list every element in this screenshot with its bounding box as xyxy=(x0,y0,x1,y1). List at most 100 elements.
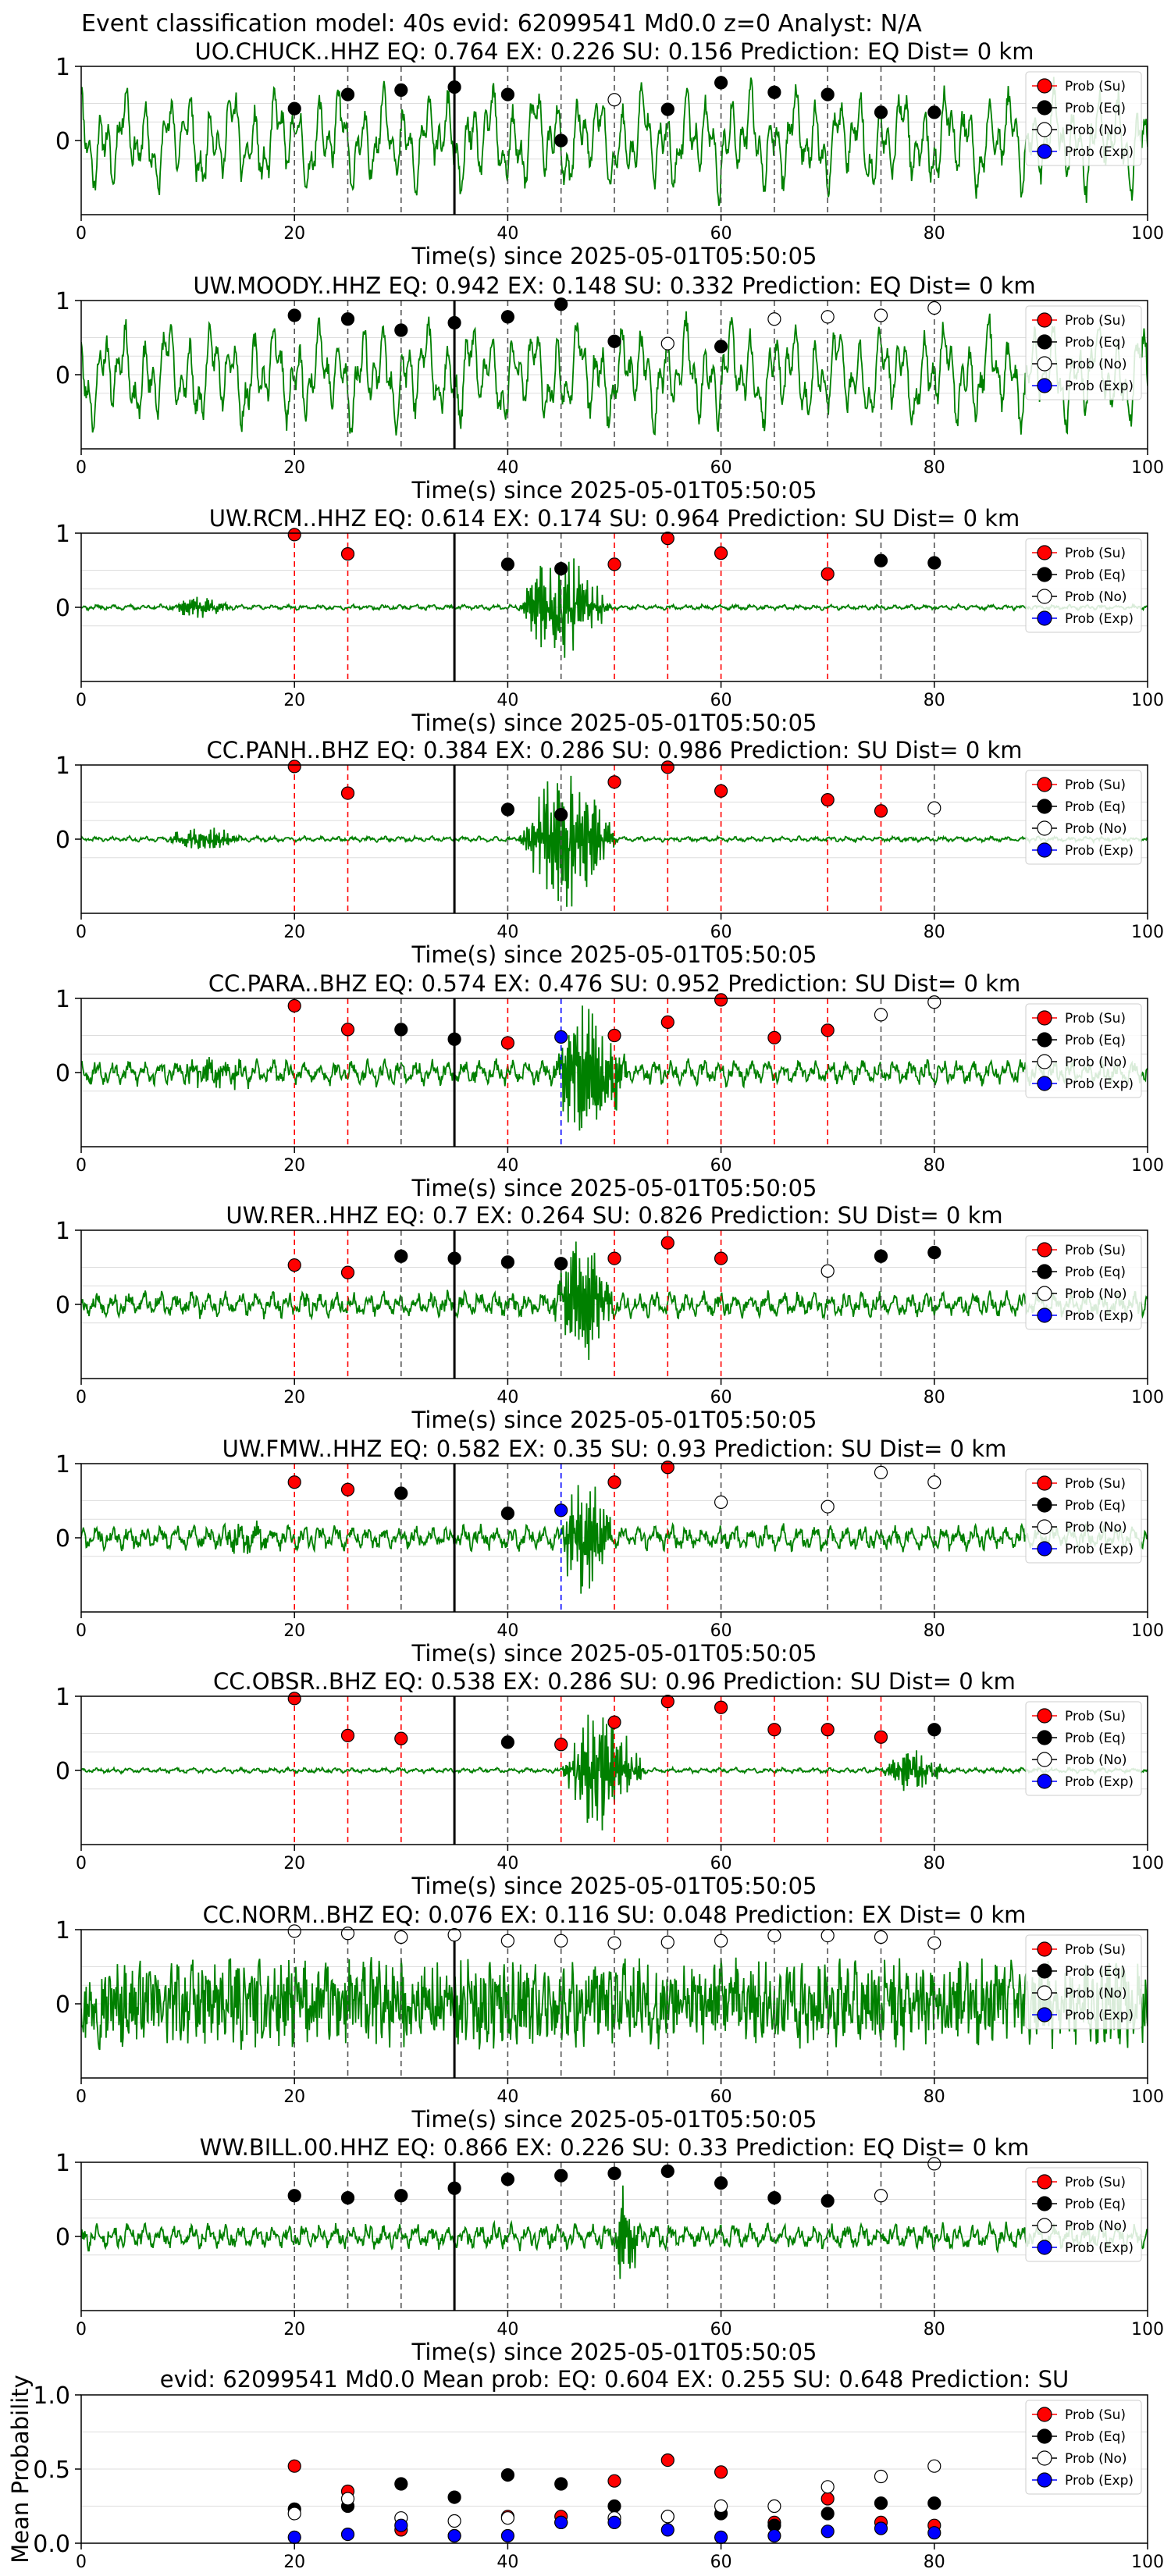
prob-marker-eq xyxy=(874,553,888,568)
prob-marker-su xyxy=(607,557,621,571)
prob-marker-no xyxy=(394,1930,408,1944)
x-tick-label: 40 xyxy=(497,691,518,710)
legend-label-exp: Prob (Exp) xyxy=(1065,1542,1134,1557)
legend-marker-eq xyxy=(1037,1497,1052,1513)
legend-label-su: Prob (Su) xyxy=(1065,313,1126,329)
legend-marker-exp xyxy=(1037,610,1052,626)
x-tick-label: 20 xyxy=(283,1388,305,1407)
prob-marker-eq xyxy=(394,323,408,337)
legend-marker-no xyxy=(1037,2450,1052,2466)
y-tick-label: 1 xyxy=(55,521,70,548)
prob-marker-no xyxy=(874,1465,888,1480)
mean-prob-marker-su xyxy=(820,2492,835,2506)
x-tick-label: 80 xyxy=(924,224,945,244)
x-tick-label: 0 xyxy=(76,2320,87,2339)
legend-box xyxy=(1025,1003,1142,1098)
mean-prob-marker-exp xyxy=(554,2515,568,2529)
x-tick-label: 80 xyxy=(924,1156,945,1176)
x-axis-label: Time(s) since 2025-05-01T05:50:05 xyxy=(411,1873,817,1899)
legend-marker-su xyxy=(1037,78,1052,94)
prob-marker-su xyxy=(714,546,728,560)
prob-marker-no xyxy=(287,1924,301,1938)
panel-title: UO.CHUCK..HHZ EQ: 0.764 EX: 0.226 SU: 0.… xyxy=(195,38,1034,65)
prob-marker-no xyxy=(714,1934,728,1948)
legend-label-exp: Prob (Exp) xyxy=(1065,611,1134,627)
y-tick-label: 0 xyxy=(55,362,70,390)
x-tick-label: 60 xyxy=(710,1156,732,1176)
prob-marker-eq xyxy=(500,557,515,571)
prob-marker-su xyxy=(767,1030,781,1044)
x-tick-label: 60 xyxy=(710,1388,732,1407)
x-tick-label: 40 xyxy=(497,1156,518,1176)
prob-marker-eq xyxy=(554,561,568,576)
mean-prob-marker-no xyxy=(767,2499,781,2514)
prob-marker-su xyxy=(340,546,355,561)
y-tick-label: 1 xyxy=(55,288,70,315)
legend-label-no: Prob (No) xyxy=(1065,1986,1127,2001)
mean-prob-marker-eq xyxy=(394,2477,408,2491)
prob-marker-su xyxy=(607,1715,621,1729)
prob-marker-su xyxy=(287,1692,301,1706)
prob-marker-eq xyxy=(660,102,674,116)
prob-marker-su xyxy=(340,1482,355,1496)
prob-marker-su xyxy=(340,1265,355,1279)
prob-marker-eq xyxy=(767,85,781,99)
legend-marker-eq xyxy=(1037,1264,1052,1279)
legend-label-no: Prob (No) xyxy=(1065,589,1127,605)
prob-marker-no xyxy=(607,93,621,107)
x-tick-label: 60 xyxy=(710,691,732,710)
y-tick-label: 1 xyxy=(55,753,70,780)
x-tick-label: 0 xyxy=(76,2553,87,2572)
legend-label-exp: Prob (Exp) xyxy=(1065,1774,1134,1790)
legend-marker-exp xyxy=(1037,2240,1052,2255)
x-tick-label: 100 xyxy=(1131,2553,1164,2572)
legend-label-eq: Prob (Eq) xyxy=(1065,1033,1126,1048)
prob-marker-su xyxy=(820,567,835,581)
x-axis-label: Time(s) since 2025-05-01T05:50:05 xyxy=(411,2339,817,2365)
legend-marker-no xyxy=(1037,589,1052,604)
panel-title: CC.NORM..BHZ EQ: 0.076 EX: 0.116 SU: 0.0… xyxy=(203,1902,1027,1928)
prob-marker-eq xyxy=(447,1251,461,1265)
prob-marker-eq xyxy=(714,2176,728,2190)
x-tick-label: 40 xyxy=(497,1854,518,1873)
legend-label-eq: Prob (Eq) xyxy=(1065,1731,1126,1746)
legend-label-su: Prob (Su) xyxy=(1065,79,1126,94)
mean-prob-marker-exp xyxy=(927,2526,941,2540)
x-tick-label: 40 xyxy=(497,2087,518,2107)
legend-label-no: Prob (No) xyxy=(1065,2218,1127,2234)
mean-prob-marker-no xyxy=(340,2492,355,2506)
x-tick-label: 40 xyxy=(497,2320,518,2339)
legend-marker-eq xyxy=(1037,799,1052,814)
y-tick-label: 1 xyxy=(55,54,70,81)
seismogram-panel-10: WW.BILL.00.HHZ EQ: 0.866 EX: 0.226 SU: 0… xyxy=(55,2134,1164,2365)
waveform-trace xyxy=(81,76,1148,206)
x-tick-label: 60 xyxy=(710,2553,732,2572)
legend-marker-eq xyxy=(1037,2196,1052,2211)
prob-marker-exp xyxy=(554,1503,568,1517)
mean-prob-marker-eq xyxy=(500,2468,515,2482)
panel-title: UW.RCM..HHZ EQ: 0.614 EX: 0.174 SU: 0.96… xyxy=(209,505,1020,532)
prob-marker-no xyxy=(500,1934,515,1948)
legend-box xyxy=(1025,1701,1142,1796)
panel-title: UW.FMW..HHZ EQ: 0.582 EX: 0.35 SU: 0.93 … xyxy=(222,1436,1007,1462)
legend-marker-no xyxy=(1037,820,1052,836)
prob-marker-su xyxy=(660,532,674,546)
y-tick-label: 0 xyxy=(55,827,70,854)
prob-marker-su xyxy=(874,1730,888,1744)
x-axis-label: Time(s) since 2025-05-01T05:50:05 xyxy=(411,1640,817,1667)
legend-label-eq: Prob (Eq) xyxy=(1065,1498,1126,1514)
legend-label-su: Prob (Su) xyxy=(1065,546,1126,561)
legend-box xyxy=(1025,2400,1142,2495)
mean-prob-marker-eq xyxy=(820,2507,835,2521)
y-tick-label: 0 xyxy=(55,128,70,155)
prob-marker-su xyxy=(874,804,888,818)
x-tick-label: 20 xyxy=(283,224,305,244)
x-tick-label: 0 xyxy=(76,458,87,478)
prob-marker-su xyxy=(554,1738,568,1752)
mean-prob-marker-exp xyxy=(714,2530,728,2544)
prob-marker-no xyxy=(820,1264,835,1278)
figure-suptitle: Event classification model: 40s evid: 62… xyxy=(81,10,922,37)
legend-label-su: Prob (Su) xyxy=(1065,1942,1126,1958)
legend-marker-no xyxy=(1037,356,1052,372)
prob-marker-eq xyxy=(554,808,568,822)
